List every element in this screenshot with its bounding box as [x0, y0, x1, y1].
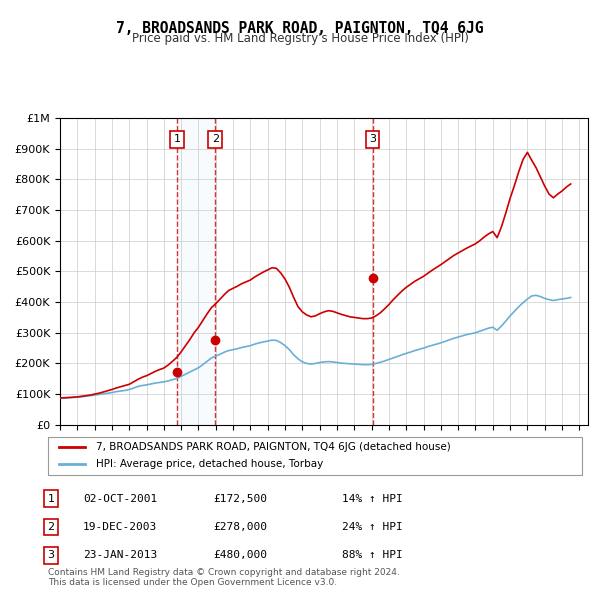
Text: £480,000: £480,000 — [213, 550, 267, 560]
Text: 19-DEC-2003: 19-DEC-2003 — [83, 522, 157, 532]
Text: 2: 2 — [47, 522, 55, 532]
Text: 7, BROADSANDS PARK ROAD, PAIGNTON, TQ4 6JG (detached house): 7, BROADSANDS PARK ROAD, PAIGNTON, TQ4 6… — [96, 442, 451, 453]
Text: 23-JAN-2013: 23-JAN-2013 — [83, 550, 157, 560]
Text: 3: 3 — [47, 550, 55, 560]
Text: Price paid vs. HM Land Registry's House Price Index (HPI): Price paid vs. HM Land Registry's House … — [131, 32, 469, 45]
Text: Contains HM Land Registry data © Crown copyright and database right 2024.
This d: Contains HM Land Registry data © Crown c… — [48, 568, 400, 587]
Text: HPI: Average price, detached house, Torbay: HPI: Average price, detached house, Torb… — [96, 459, 323, 469]
Bar — [177, 118, 215, 425]
Text: 7, BROADSANDS PARK ROAD, PAIGNTON, TQ4 6JG: 7, BROADSANDS PARK ROAD, PAIGNTON, TQ4 6… — [116, 21, 484, 35]
Text: 14% ↑ HPI: 14% ↑ HPI — [341, 494, 403, 503]
Text: 88% ↑ HPI: 88% ↑ HPI — [341, 550, 403, 560]
Text: 1: 1 — [173, 135, 181, 145]
FancyBboxPatch shape — [48, 437, 582, 475]
Text: 1: 1 — [47, 494, 55, 503]
Text: £172,500: £172,500 — [213, 494, 267, 503]
Text: 3: 3 — [369, 135, 376, 145]
Text: £278,000: £278,000 — [213, 522, 267, 532]
Text: 2: 2 — [212, 135, 219, 145]
Text: 02-OCT-2001: 02-OCT-2001 — [83, 494, 157, 503]
Text: 24% ↑ HPI: 24% ↑ HPI — [341, 522, 403, 532]
